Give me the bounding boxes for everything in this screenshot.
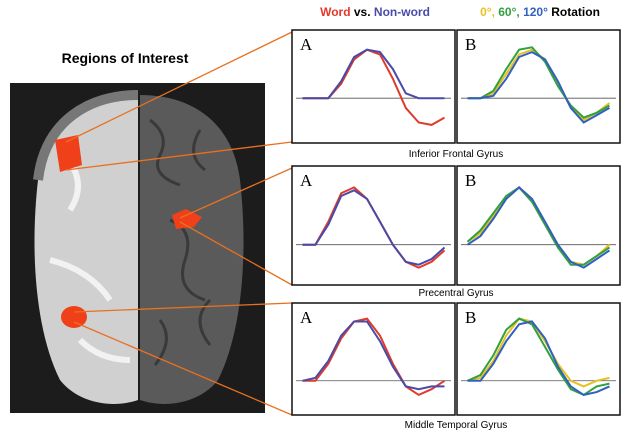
panel-frame xyxy=(292,166,455,285)
legend-entry: Word xyxy=(320,5,350,19)
legend-entry: 0°, xyxy=(480,5,495,19)
legend-entry: 120° xyxy=(523,5,548,19)
legend-entry: Non-word xyxy=(374,5,430,19)
legend-entry: vs. xyxy=(354,5,371,19)
panel-letter: B xyxy=(465,171,476,190)
panel-frame xyxy=(292,303,455,415)
panel-frame xyxy=(292,30,455,143)
panel-letter: A xyxy=(300,171,313,190)
panel-letter: A xyxy=(300,35,313,54)
figure: Regions of Interest Word vs. Non-word 0°… xyxy=(0,0,628,433)
legend-entry: 60°, xyxy=(498,5,519,19)
panel-frame xyxy=(457,30,620,143)
region-label: Precentral Gyrus xyxy=(418,288,493,299)
panel-frame xyxy=(457,303,620,415)
panel-letter: B xyxy=(465,308,476,327)
panel-letter: B xyxy=(465,35,476,54)
legend-entry: Rotation xyxy=(551,5,600,19)
legend-b: 0°, 60°, 120° Rotation xyxy=(480,5,600,19)
panel-frame xyxy=(457,166,620,285)
figure-title: Regions of Interest xyxy=(62,50,189,66)
legend-a: Word vs. Non-word xyxy=(320,5,430,19)
panel-letter: A xyxy=(300,308,313,327)
region-label: Middle Temporal Gyrus xyxy=(405,420,508,431)
region-label: Inferior Frontal Gyrus xyxy=(409,149,503,160)
